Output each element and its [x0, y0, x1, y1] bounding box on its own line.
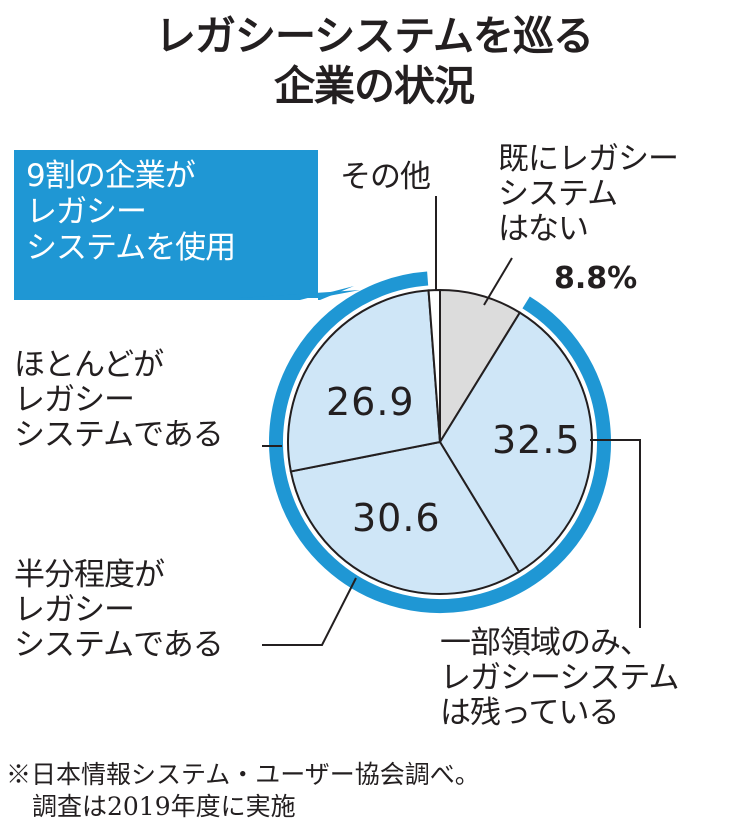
chart-title-line1: レガシーシステムを巡る	[155, 12, 594, 60]
value-half: 30.6	[352, 496, 441, 540]
pie-slice	[438, 311, 593, 574]
chart-title-line2: 企業の状況	[274, 62, 475, 110]
label-none-percent: 8.8%	[554, 261, 638, 296]
legacy-highlight-ring	[269, 271, 611, 613]
label-partial: 一部領域のみ、 レガシーシステム は残っている	[440, 625, 679, 731]
callout-box	[14, 150, 354, 300]
label-other: その他	[340, 159, 431, 195]
value-most: 26.9	[326, 380, 415, 424]
source-note-line2: 調査は2019年度に実施	[32, 792, 296, 821]
pie-slices	[287, 288, 593, 595]
pie-slice	[289, 440, 521, 595]
pie-slice	[427, 288, 441, 443]
source-note-line1: ※日本情報システム・ユーザー協会調べ。	[6, 760, 480, 789]
label-half: 半分程度が レガシー システムである	[14, 557, 224, 663]
pie-slice	[439, 288, 522, 446]
value-partial: 32.5	[492, 418, 581, 462]
label-most: ほとんどが レガシー システムである	[14, 347, 224, 453]
callout-pointer	[238, 290, 360, 298]
leader-lines	[262, 196, 641, 646]
pie-slice	[287, 289, 442, 473]
callout-text: 9割の企業が レガシー システムを使用	[26, 158, 236, 266]
label-none: 既にレガシー システム はない	[498, 141, 679, 247]
legacy-ring	[269, 271, 611, 613]
